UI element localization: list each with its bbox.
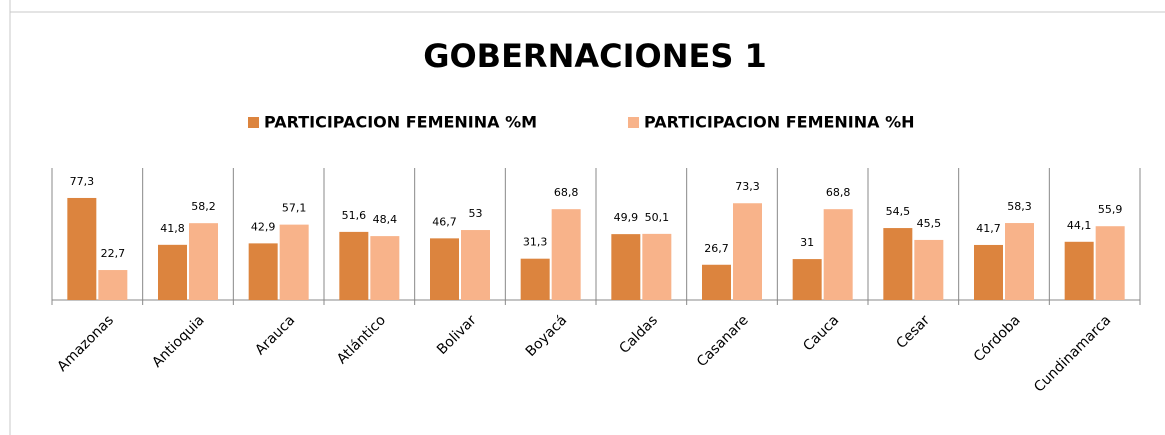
bar <box>823 209 853 300</box>
value-label: 51,6 <box>342 209 367 222</box>
bar <box>642 233 672 300</box>
bar <box>883 228 913 300</box>
bar <box>520 258 550 300</box>
bar <box>248 243 278 300</box>
bar <box>339 231 369 300</box>
bar <box>370 236 400 300</box>
value-label: 68,8 <box>554 186 579 199</box>
legend-label: PARTICIPACION FEMENINA %M <box>264 113 537 132</box>
bar <box>551 209 581 300</box>
bar <box>430 238 459 300</box>
value-label: 31 <box>800 236 814 249</box>
value-label: 54,5 <box>886 205 911 218</box>
bar <box>792 259 822 300</box>
bar <box>702 264 731 300</box>
legend-label: PARTICIPACION FEMENINA %H <box>644 113 915 132</box>
value-label: 53 <box>469 207 483 220</box>
value-label: 49,9 <box>614 211 639 224</box>
value-label: 42,9 <box>251 220 276 233</box>
value-label: 58,3 <box>1007 200 1032 213</box>
bar <box>461 230 490 300</box>
value-label: 50,1 <box>645 211 670 224</box>
bar <box>1064 241 1094 300</box>
bar <box>1095 226 1125 300</box>
chart-title: GOBERNACIONES 1 <box>423 37 767 75</box>
bar <box>974 244 1003 300</box>
legend-swatch <box>248 117 259 128</box>
bar <box>1005 223 1034 300</box>
value-label: 41,8 <box>160 222 185 235</box>
value-label: 48,4 <box>373 213 398 226</box>
value-label: 73,3 <box>735 180 760 193</box>
value-label: 55,9 <box>1098 203 1123 216</box>
value-label: 22,7 <box>101 247 126 260</box>
value-label: 31,3 <box>523 236 548 249</box>
value-label: 41,7 <box>976 222 1001 235</box>
value-label: 58,2 <box>191 200 216 213</box>
bar <box>67 197 97 300</box>
value-label: 26,7 <box>704 242 729 255</box>
bar <box>279 224 309 300</box>
value-label: 68,8 <box>826 186 851 199</box>
bar <box>733 203 762 300</box>
bar <box>914 239 944 300</box>
legend-swatch <box>628 117 639 128</box>
value-label: 46,7 <box>432 215 457 228</box>
bar <box>98 270 128 300</box>
value-label: 45,5 <box>917 217 942 230</box>
value-label: 44,1 <box>1067 219 1092 232</box>
bar <box>158 244 187 300</box>
bar <box>611 234 641 300</box>
bar <box>189 223 218 300</box>
value-label: 57,1 <box>282 202 307 215</box>
value-label: 77,3 <box>70 175 95 188</box>
